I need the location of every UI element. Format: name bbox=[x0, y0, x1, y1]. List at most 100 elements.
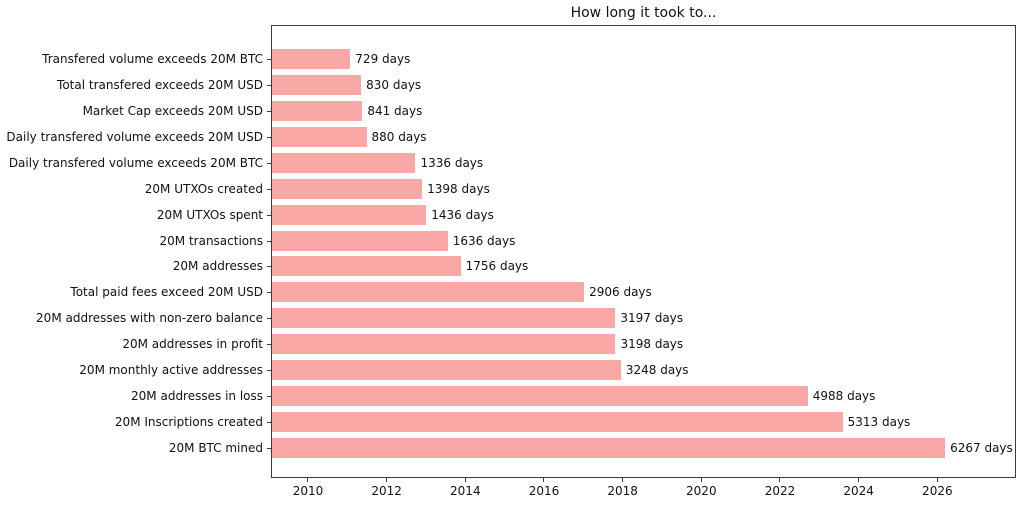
y-tick-label: 20M Inscriptions created bbox=[114, 415, 263, 430]
bar-row: Total paid fees exceed 20M USD 2906 days bbox=[70, 279, 1015, 305]
bar-value-label: 3198 days bbox=[620, 337, 684, 352]
bar bbox=[272, 282, 585, 303]
bar-row: 20M addresses with non-zero balance 3197 … bbox=[36, 305, 1015, 331]
y-tick-mark bbox=[267, 266, 271, 268]
bar-row: 20M BTC mined 6267 days bbox=[169, 435, 1015, 461]
x-tick-label: 2016 bbox=[528, 484, 560, 498]
bar-value-label: 1436 days bbox=[431, 207, 494, 222]
y-tick-label: 20M addresses bbox=[172, 259, 263, 274]
bar-value-label: 4988 days bbox=[812, 389, 876, 404]
bar-value-label: 1336 days bbox=[420, 155, 484, 170]
y-tick-mark bbox=[267, 318, 271, 320]
bar bbox=[272, 308, 616, 329]
y-tick-mark bbox=[267, 448, 271, 450]
bar bbox=[272, 178, 423, 199]
y-tick-label: 20M monthly active addresses bbox=[79, 363, 263, 378]
y-tick-mark bbox=[267, 188, 271, 190]
y-tick-label: Transfered volume exceeds 20M BTC bbox=[42, 51, 263, 66]
bar-row: Daily transfered volume exceeds 20M USD 8… bbox=[6, 124, 1015, 150]
plot-area: Transfered volume exceeds 20M BTC 729 day… bbox=[6, 25, 1016, 478]
y-tick-mark bbox=[267, 240, 271, 242]
bar-value-label: 880 days bbox=[371, 129, 427, 144]
x-tick-label: 2024 bbox=[843, 484, 874, 498]
x-tick-mark bbox=[779, 478, 781, 482]
x-tick-mark bbox=[307, 478, 309, 482]
bar-row: Transfered volume exceeds 20M BTC 729 day… bbox=[42, 46, 1015, 72]
bar-value-label: 841 days bbox=[367, 103, 423, 118]
x-tick-label: 2018 bbox=[607, 484, 638, 498]
bar-row: 20M monthly active addresses 3248 days bbox=[79, 357, 1015, 383]
bar bbox=[272, 152, 416, 173]
bar-value-label: 3197 days bbox=[620, 311, 684, 326]
bar-row: 20M UTXOs created 1398 days bbox=[145, 176, 1015, 202]
bar-row: 20M addresses in loss 4988 days bbox=[131, 383, 1015, 409]
bar-row: 20M transactions 1636 days bbox=[160, 228, 1015, 254]
bar bbox=[272, 334, 616, 355]
y-tick-label: 20M addresses in loss bbox=[131, 389, 263, 404]
bar bbox=[272, 386, 808, 407]
bar bbox=[272, 48, 351, 69]
bar bbox=[272, 438, 946, 459]
chart-title: How long it took to... bbox=[570, 5, 717, 21]
bar-value-label: 5313 days bbox=[847, 415, 911, 430]
bar-value-label: 1398 days bbox=[427, 181, 490, 196]
y-tick-mark bbox=[267, 136, 271, 138]
bar-row: 20M UTXOs spent 1436 days bbox=[157, 202, 1015, 228]
x-tick-mark bbox=[936, 478, 938, 482]
y-tick-mark bbox=[267, 58, 271, 60]
bar bbox=[272, 100, 363, 121]
x-axis: 2010 2012 2014 2016 2018 2020 2022 2024 2026 bbox=[271, 478, 1016, 504]
bar bbox=[272, 412, 843, 433]
bar bbox=[272, 74, 362, 95]
x-tick-mark bbox=[543, 478, 545, 482]
x-tick-label: 2012 bbox=[371, 484, 402, 498]
bar-value-label: 729 days bbox=[355, 51, 411, 66]
y-tick-label: Total paid fees exceed 20M USD bbox=[70, 285, 263, 300]
bar-row: Total transfered exceeds 20M USD 830 days bbox=[57, 72, 1015, 98]
x-tick-mark bbox=[622, 478, 624, 482]
y-tick-mark bbox=[267, 162, 271, 164]
bar-value-label: 3248 days bbox=[625, 363, 689, 378]
bar-row: Market Cap exceeds 20M USD 841 days bbox=[83, 98, 1015, 124]
bar bbox=[272, 204, 427, 225]
y-tick-label: 20M UTXOs created bbox=[144, 181, 263, 196]
x-tick-label: 2014 bbox=[450, 484, 481, 498]
bar-row: 20M addresses 1756 days bbox=[173, 254, 1015, 280]
x-tick-label: 2020 bbox=[686, 484, 717, 498]
y-tick-mark bbox=[267, 110, 271, 112]
bar bbox=[272, 230, 448, 251]
bar-row: Daily transfered volume exceeds 20M BTC 1… bbox=[9, 150, 1015, 176]
x-tick-label: 2026 bbox=[922, 484, 953, 498]
bar-value-label: 6267 days bbox=[950, 441, 1013, 456]
y-tick-mark bbox=[267, 344, 271, 346]
y-tick-mark bbox=[267, 422, 271, 424]
bar-value-label: 1636 days bbox=[452, 233, 516, 248]
x-tick-mark bbox=[700, 478, 702, 482]
x-tick-label: 2010 bbox=[292, 484, 324, 498]
y-tick-label: Daily transfered volume exceeds 20M USD bbox=[6, 129, 263, 144]
y-tick-label: 20M UTXOs spent bbox=[156, 207, 263, 222]
x-tick-mark bbox=[858, 478, 860, 482]
x-tick-mark bbox=[386, 478, 388, 482]
y-tick-mark bbox=[267, 292, 271, 294]
y-tick-label: 20M addresses with non-zero balance bbox=[36, 311, 263, 326]
bar bbox=[272, 126, 367, 147]
bar-value-label: 2906 days bbox=[589, 285, 652, 300]
bar-value-label: 830 days bbox=[366, 77, 422, 92]
y-tick-mark bbox=[267, 84, 271, 86]
y-tick-label: 20M transactions bbox=[159, 233, 263, 248]
y-tick-label: 20M BTC mined bbox=[168, 441, 263, 456]
bar-row: 20M Inscriptions created 5313 days bbox=[115, 409, 1015, 435]
y-tick-label: Market Cap exceeds 20M USD bbox=[82, 103, 263, 118]
bar bbox=[272, 256, 461, 277]
y-tick-label: Daily transfered volume exceeds 20M BTC bbox=[8, 155, 263, 170]
y-tick-mark bbox=[267, 396, 271, 398]
bar-value-label: 1756 days bbox=[465, 259, 529, 274]
y-tick-label: Total transfered exceeds 20M USD bbox=[57, 77, 263, 92]
x-tick-label: 2022 bbox=[764, 484, 796, 498]
x-tick-mark bbox=[464, 478, 466, 482]
y-tick-label: 20M addresses in profit bbox=[122, 337, 263, 352]
bar bbox=[272, 360, 621, 381]
y-tick-mark bbox=[267, 214, 271, 216]
